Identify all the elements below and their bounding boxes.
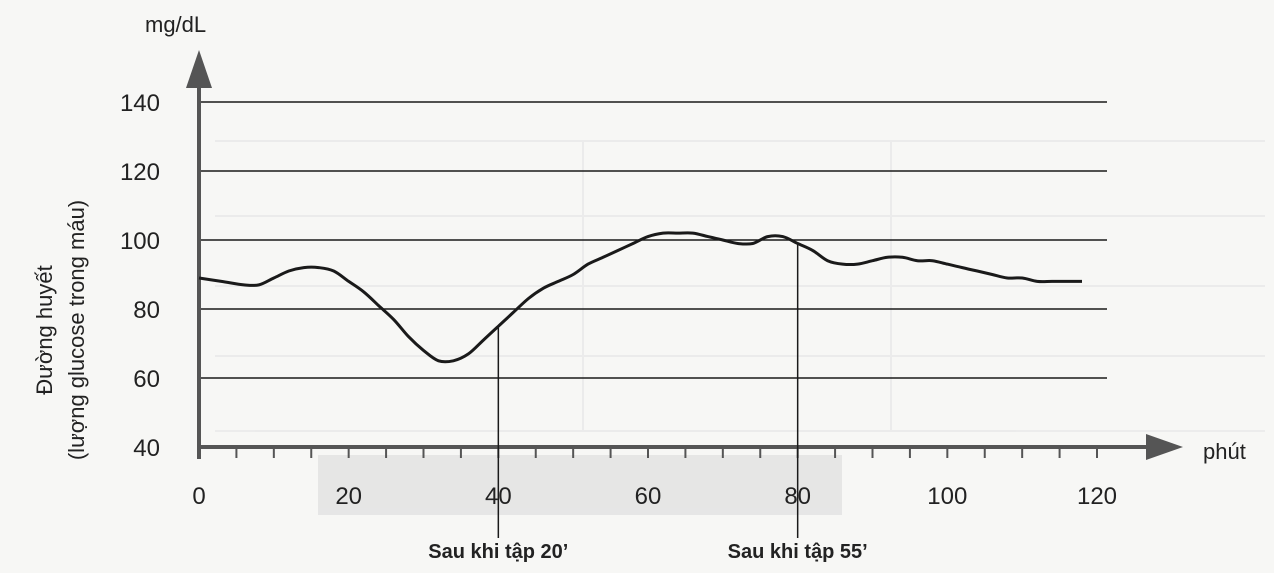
y-axis-title-line2: (lượng glucose trong máu)	[64, 200, 89, 460]
highlight-band	[318, 455, 842, 515]
x-tick-label: 20	[335, 483, 362, 510]
y-tick-label: 140	[120, 90, 160, 117]
y-unit-label: mg/dL	[145, 12, 206, 37]
y-tick-label: 60	[133, 366, 160, 393]
x-tick-label: 120	[1077, 483, 1117, 510]
y-tick-label: 80	[133, 297, 160, 324]
y-tick-label: 40	[133, 435, 160, 462]
x-ticks	[198, 447, 1098, 458]
x-tick-label: 0	[192, 483, 205, 510]
axes	[186, 50, 1183, 460]
y-tick-label: 120	[120, 159, 160, 186]
x-tick-label: 100	[927, 483, 967, 510]
y-axis-title-line1: Đường huyết	[32, 265, 57, 394]
x-tick-label: 60	[635, 483, 662, 510]
annotation-label: Sau khi tập 55’	[728, 541, 868, 563]
y-axis-arrow	[186, 50, 212, 88]
y-tick-label: 100	[120, 228, 160, 255]
y-tick-labels: 40 60 80 100 120 140	[120, 90, 160, 462]
annotations: Sau khi tập 20’ Sau khi tập 55’	[428, 243, 868, 563]
grid-lines	[199, 101, 1107, 379]
x-axis-arrow	[1146, 434, 1183, 460]
annotation-label: Sau khi tập 20’	[428, 541, 568, 563]
x-axis-title: phút	[1203, 439, 1246, 464]
glucose-line	[198, 231, 1082, 364]
series	[198, 231, 1082, 364]
background-bleed	[215, 140, 1265, 515]
